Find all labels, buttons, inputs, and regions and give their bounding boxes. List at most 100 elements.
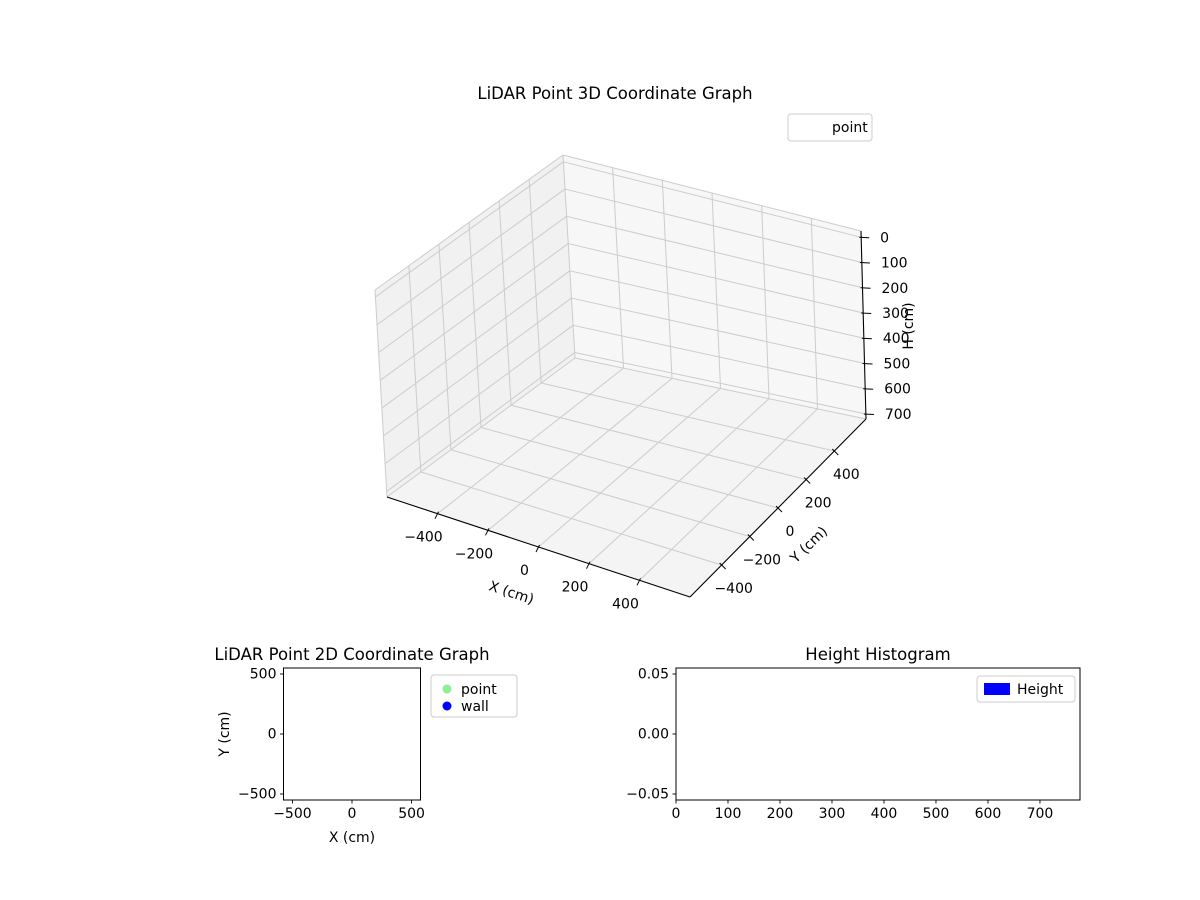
ytick-label: −200 xyxy=(743,552,781,568)
box-edge xyxy=(386,357,576,498)
tick-y xyxy=(831,448,839,456)
tick-h xyxy=(863,413,874,415)
gridline-x xyxy=(661,180,673,379)
xtick-label: −400 xyxy=(404,530,442,546)
gridline-y xyxy=(408,265,422,473)
plot2d-legend-label-point: point xyxy=(461,682,497,698)
pane-right xyxy=(563,155,866,419)
box-edge xyxy=(562,154,576,359)
xtick-label: 100 xyxy=(715,806,742,822)
tick-x xyxy=(586,561,591,569)
tick-x xyxy=(434,511,439,519)
xtick-label: 300 xyxy=(819,806,846,822)
box-edge xyxy=(374,289,388,498)
gridline-x xyxy=(810,218,818,409)
gridline-x xyxy=(588,398,770,565)
tick-h xyxy=(859,236,870,239)
xtick-label: 600 xyxy=(975,806,1002,822)
tick-h xyxy=(862,362,873,365)
xtick-label: 700 xyxy=(1027,806,1054,822)
plot2d-ticks: −500 0 500 −500 0 500 xyxy=(238,667,425,823)
plot-histogram: 0 100 200 300 400 500 600 700 −0.05 0.00 0.05 Heig… xyxy=(626,645,1081,823)
gridline-x xyxy=(711,192,721,389)
plot2d-legend: point wall xyxy=(430,674,518,718)
ytick-label: 0 xyxy=(268,727,277,743)
plot3d-legend-label: point xyxy=(832,120,868,136)
box-edge xyxy=(562,154,862,232)
gridline-x xyxy=(487,377,673,531)
ytick-label: −0.05 xyxy=(626,787,669,803)
tick-x xyxy=(485,528,490,536)
tick-h xyxy=(863,388,874,390)
ytick-label: 0.00 xyxy=(638,727,669,743)
plot2d-axes-frame xyxy=(283,667,421,801)
hist-title: Height Histogram xyxy=(805,645,950,664)
ytick-label: 200 xyxy=(805,496,832,512)
gridline-x xyxy=(538,388,721,548)
hist-ticks: 0 100 200 300 400 500 600 700 −0.05 0.00 0.05 xyxy=(626,667,1053,823)
xtick-label: 400 xyxy=(612,596,639,612)
plot3d-xaxis-label: X (cm) xyxy=(487,578,536,608)
tick-y xyxy=(775,505,783,513)
htick-label: 700 xyxy=(885,407,912,423)
ytick-label: −500 xyxy=(238,787,276,803)
plot2d-legend-marker-point xyxy=(442,684,452,694)
plot3d-zaxis-label: H (cm) xyxy=(901,302,917,349)
plot3d: −400−2000200400−400−20002004000100200300… xyxy=(374,84,917,612)
htick-label: 400 xyxy=(883,331,910,347)
htick-label: 300 xyxy=(882,306,909,322)
gridline-y xyxy=(498,200,512,406)
xtick-label: 500 xyxy=(398,806,425,822)
tick-y xyxy=(803,477,811,484)
plot2d-legend-marker-wall xyxy=(442,701,452,711)
box-edge xyxy=(574,357,867,420)
hist-legend-label: Height xyxy=(1017,682,1064,698)
ytick-label: −400 xyxy=(714,581,752,597)
xtick-label: 400 xyxy=(871,806,898,822)
hist-legend-swatch xyxy=(984,683,1010,695)
tick-y xyxy=(747,534,755,541)
xtick-label: 0 xyxy=(672,806,681,822)
tick-h xyxy=(861,337,872,340)
gridline-x xyxy=(639,408,818,581)
tick-h xyxy=(860,287,871,289)
hist-legend-box xyxy=(976,675,1076,703)
plot3d-legend-box xyxy=(787,113,873,142)
gridline-x xyxy=(612,167,624,369)
xtick-label: 0 xyxy=(348,806,357,822)
plot3d-title: LiDAR Point 3D Coordinate Graph xyxy=(477,84,752,103)
hist-legend: Height xyxy=(976,675,1076,703)
gridline-y xyxy=(528,179,542,384)
htick-label: 100 xyxy=(881,256,908,272)
plot2d-title: LiDAR Point 2D Coordinate Graph xyxy=(214,645,489,664)
gridline-x xyxy=(437,367,624,515)
xtick-label: −500 xyxy=(273,806,311,822)
tick-x xyxy=(636,578,641,586)
plot2d-legend-box xyxy=(430,674,518,718)
tick-h xyxy=(859,262,870,264)
gridline-x xyxy=(761,205,770,399)
plot3d-gridlines xyxy=(375,161,866,581)
ytick-label: 0.05 xyxy=(638,667,669,683)
plot2d-legend-label-wall: wall xyxy=(461,699,489,715)
htick-label: 0 xyxy=(880,230,889,246)
pane-floor xyxy=(387,358,866,597)
tick-y xyxy=(719,562,727,570)
htick-label: 600 xyxy=(884,382,911,398)
ytick-label: 500 xyxy=(250,667,277,683)
gridline-y xyxy=(438,244,452,450)
plot3d-ticks: −400−2000200400−400−20002004000100200300… xyxy=(404,230,911,612)
plot3d-legend: point xyxy=(787,113,873,142)
plot3d-panes xyxy=(375,155,866,597)
xtick-label: 200 xyxy=(562,580,589,596)
ytick-label: 0 xyxy=(786,524,795,540)
ytick-label: 400 xyxy=(833,467,860,483)
xtick-label: 200 xyxy=(767,806,794,822)
xtick-label: 0 xyxy=(520,563,529,579)
plot2d-xaxis-label: X (cm) xyxy=(329,830,375,846)
plot2d: −500 0 500 −500 0 500 LiDAR Point 2D Coordina… xyxy=(214,645,518,846)
plot2d-yaxis-label: Y (cm) xyxy=(217,711,233,757)
tick-h xyxy=(861,312,872,315)
